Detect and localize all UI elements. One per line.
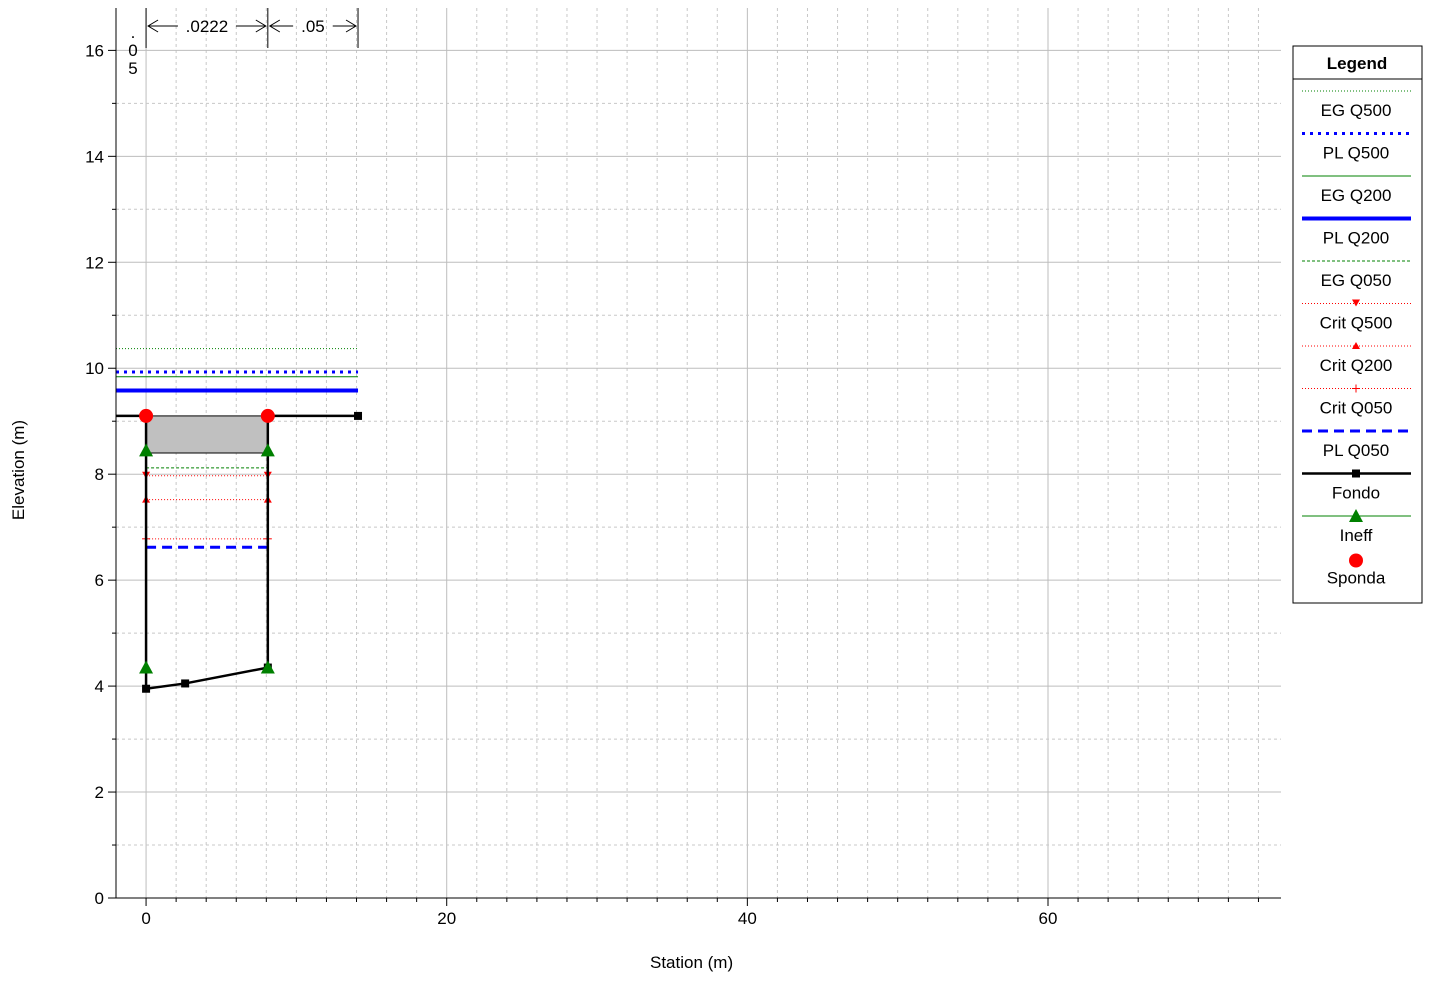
axes: 0 20 40 60 0 2 4 6 8 10 12 14 16 — [85, 8, 1281, 928]
crit-marker — [1352, 299, 1360, 307]
legend-label: EG Q050 — [1321, 271, 1392, 290]
y-tick-label: 12 — [85, 253, 104, 272]
x-tick-label: 40 — [738, 909, 757, 928]
legend-label: EG Q200 — [1321, 186, 1392, 205]
legend-label: PL Q500 — [1323, 144, 1389, 163]
y-tick-label: 2 — [95, 783, 104, 802]
ineff-marker — [260, 660, 275, 674]
ground-marker — [142, 684, 151, 693]
manning-values: .0222 .05 . 0 5 — [128, 8, 359, 78]
ground-marker — [181, 679, 190, 688]
manning-n-label: .05 — [301, 17, 325, 36]
y-tick-label: 0 — [95, 889, 104, 908]
manning-arrowhead — [268, 19, 281, 33]
manning-arrowhead — [255, 19, 267, 33]
crit-marker — [1352, 342, 1360, 349]
y-tick-label: 8 — [95, 465, 104, 484]
ineff-marker — [260, 443, 275, 457]
x-tick-label: 0 — [141, 909, 150, 928]
y-axis-label: Elevation (m) — [9, 420, 28, 520]
manning-arrowhead — [345, 19, 357, 33]
y-tick-label: 16 — [85, 41, 104, 60]
legend-label: Crit Q500 — [1320, 314, 1393, 333]
legend-label: Ineff — [1340, 526, 1373, 545]
ineff-marker — [1349, 509, 1363, 522]
legend-label: Sponda — [1327, 569, 1386, 588]
y-tick-label: 6 — [95, 571, 104, 590]
grid — [116, 8, 1281, 898]
bank-marker — [1349, 553, 1363, 568]
x-tick-label: 60 — [1039, 909, 1058, 928]
obstruction-block — [145, 415, 269, 454]
legend-label: EG Q500 — [1321, 101, 1392, 120]
x-axis-label: Station (m) — [650, 953, 733, 972]
y-tick-label: 4 — [95, 677, 104, 696]
legend-label: Crit Q050 — [1320, 399, 1393, 418]
legend-box — [1292, 45, 1423, 604]
legend-label: Fondo — [1332, 484, 1380, 503]
legend-title: Legend — [1327, 54, 1387, 73]
ground-marker — [1352, 469, 1360, 478]
y-tick-label: 14 — [85, 147, 104, 166]
bank-marker — [139, 408, 154, 423]
manning-n-label: .0222 — [186, 17, 229, 36]
manning-arrowhead — [147, 19, 159, 33]
x-tick-label: 20 — [437, 909, 456, 928]
bank-marker — [260, 408, 275, 423]
legend-label: Crit Q200 — [1320, 356, 1393, 375]
legend: Legend EG Q500 PL Q500 EG Q200 PL Q200 EG Q0… — [1292, 45, 1423, 604]
ineff-marker — [139, 443, 154, 457]
y-tick-label: 10 — [85, 359, 104, 378]
legend-label: PL Q050 — [1323, 441, 1389, 460]
legend-label: PL Q200 — [1323, 229, 1389, 248]
ground-marker — [354, 411, 363, 420]
plot-area — [116, 348, 363, 693]
ineff-marker — [139, 660, 154, 674]
